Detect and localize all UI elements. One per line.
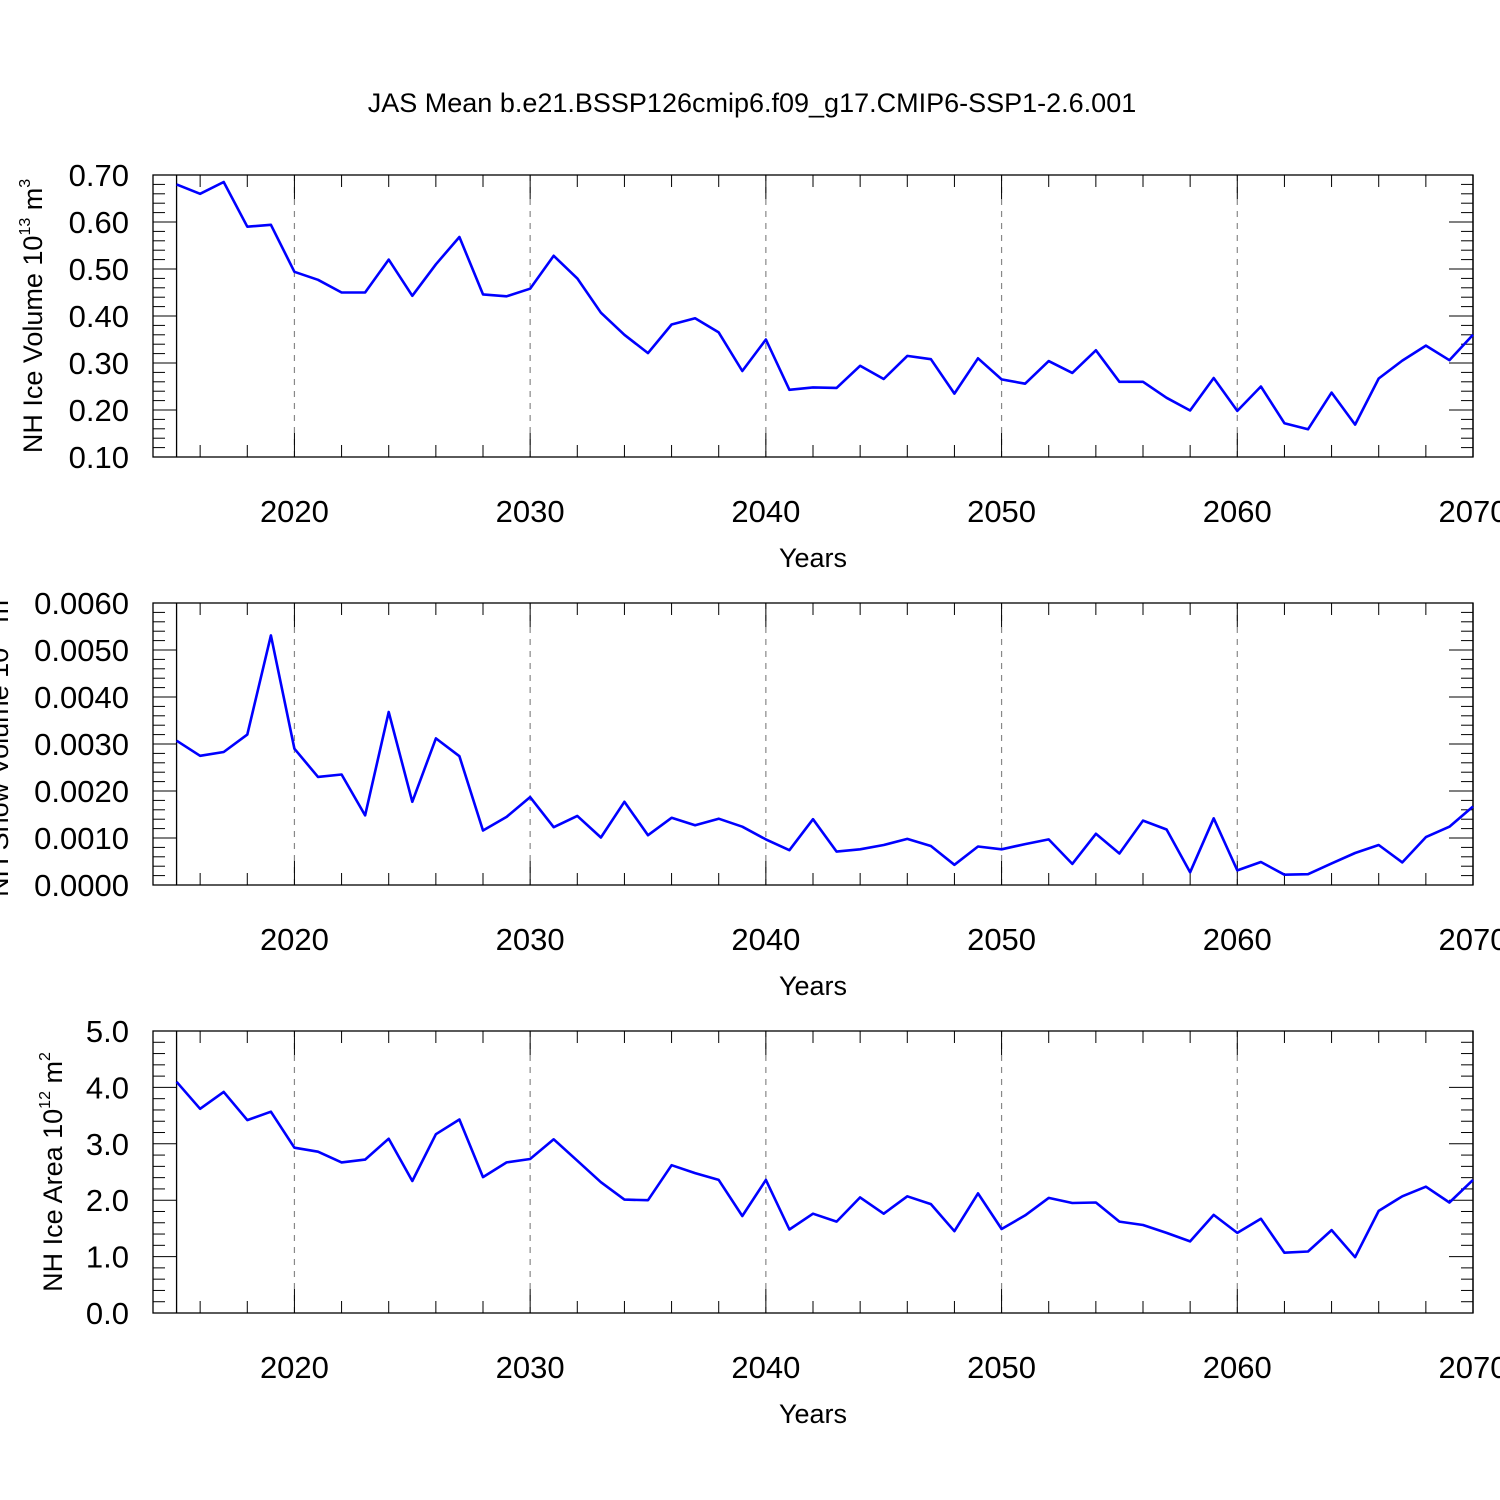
x-tick-label: 2060 <box>1203 494 1272 529</box>
y-tick-label: 0.60 <box>69 205 129 240</box>
x-tick-label: 2050 <box>967 922 1036 957</box>
y-tick-label: 0.0020 <box>34 774 129 809</box>
x-axis-title: Years <box>779 543 847 573</box>
y-axis-title-unit: m <box>38 1061 68 1091</box>
y-axis-title-main: NH Snow Volume 10 <box>0 648 14 897</box>
y-tick-label: 0.0040 <box>34 680 129 715</box>
y-tick-label: 0.10 <box>69 440 129 475</box>
y-tick-label: 0.0060 <box>34 586 129 621</box>
y-tick-label: 1.0 <box>86 1240 129 1275</box>
x-tick-label: 2060 <box>1203 1350 1272 1385</box>
x-tick-label: 2050 <box>967 1350 1036 1385</box>
panel-2: 2020 2030 2040 2050 2060 2070 Years 0.0000 0.001… <box>0 586 1500 1001</box>
x-axis-title: Years <box>779 1399 847 1429</box>
y-tick-label: 5.0 <box>86 1014 129 1049</box>
y-axis-title-unit: m <box>0 600 14 630</box>
y-tick-label: 2.0 <box>86 1183 129 1218</box>
y-tick-label: 0.0010 <box>34 821 129 856</box>
y-axis-title-main: NH Ice Volume 10 <box>18 236 48 454</box>
y-axis-title: NH Ice Volume 1013 m3 <box>17 179 48 453</box>
chart-panels: 2020 2030 2040 2050 2060 2070 Years 0.10 0.20 0.3… <box>0 158 1500 1429</box>
y-axis-title-exp: 12 <box>37 1091 54 1109</box>
x-tick-label: 2070 <box>1439 922 1500 957</box>
series-line <box>175 634 1474 877</box>
plot-frame <box>152 1030 1474 1314</box>
x-tick-label: 2070 <box>1439 1350 1500 1385</box>
x-tick-label: 2070 <box>1439 494 1500 529</box>
y-axis-title-unit-exp: 2 <box>37 1052 54 1061</box>
x-axis-title: Years <box>779 971 847 1001</box>
x-tick-label: 2060 <box>1203 922 1272 957</box>
x-tick-label: 2040 <box>731 494 800 529</box>
y-tick-label: 4.0 <box>86 1070 129 1105</box>
y-tick-label: 0.30 <box>69 346 129 381</box>
y-axis-title: NH Ice Area 1012 m2 <box>37 1052 68 1292</box>
y-axis-title-main: NH Ice Area 10 <box>38 1109 68 1292</box>
plot-frame <box>152 174 1474 458</box>
series-line <box>175 1080 1474 1259</box>
x-tick-label: 2040 <box>731 922 800 957</box>
y-tick-label: 0.0050 <box>34 633 129 668</box>
y-axis-title-unit: m <box>18 188 48 218</box>
x-tick-label: 2050 <box>967 494 1036 529</box>
y-tick-label: 0.20 <box>69 393 129 428</box>
y-axis-title-unit-exp: 3 <box>17 179 34 188</box>
x-tick-label: 2020 <box>260 494 329 529</box>
x-tick-label: 2030 <box>496 494 565 529</box>
panel-3: 2020 2030 2040 2050 2060 2070 Years 0.0 1.0 2.0 3.… <box>37 1014 1500 1429</box>
x-tick-label: 2020 <box>260 922 329 957</box>
y-axis-title: NH Snow Volume 1013 m3 <box>0 591 14 897</box>
y-tick-label: 0.70 <box>69 158 129 193</box>
series-line <box>176 180 1474 431</box>
x-tick-label: 2040 <box>731 1350 800 1385</box>
panel-1: 2020 2030 2040 2050 2060 2070 Years 0.10 0.20 0.3… <box>17 158 1500 573</box>
plot-frame <box>152 602 1474 886</box>
y-tick-label: 0.50 <box>69 252 129 287</box>
y-tick-label: 0.0 <box>86 1296 129 1331</box>
y-axis-title-exp: 13 <box>17 218 34 236</box>
y-tick-label: 0.0030 <box>34 727 129 762</box>
y-tick-label: 3.0 <box>86 1127 129 1162</box>
x-tick-label: 2030 <box>496 1350 565 1385</box>
y-tick-label: 0.0000 <box>34 868 129 903</box>
x-tick-label: 2020 <box>260 1350 329 1385</box>
x-tick-label: 2030 <box>496 922 565 957</box>
chart-title: JAS Mean b.e21.BSSP126cmip6.f09_g17.CMIP… <box>368 88 1136 118</box>
y-tick-label: 0.40 <box>69 299 129 334</box>
